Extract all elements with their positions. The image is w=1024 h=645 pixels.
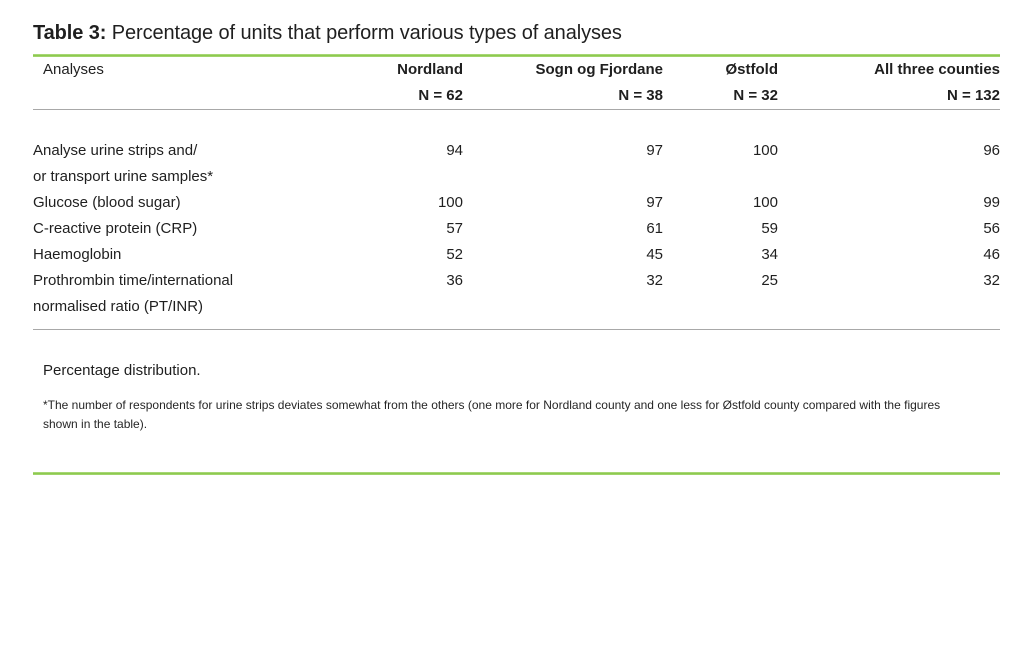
column-header-analyses: Analyses (33, 57, 373, 110)
cell-value: 100 (437, 194, 463, 211)
column-label: Nordland (397, 61, 463, 78)
cell-value: 25 (761, 272, 778, 289)
row-label: Haemoglobin (33, 246, 122, 263)
table-caption-text: Percentage of units that perform various… (111, 22, 622, 44)
cell-value: 100 (752, 194, 778, 211)
table-row-pt-inr: Prothrombin time/international normalise… (33, 268, 1000, 330)
cell-value: 100 (752, 142, 778, 159)
row-label: C-reactive protein (CRP) (33, 220, 198, 237)
cell-value: 97 (646, 194, 663, 211)
top-green-rule (33, 54, 1000, 57)
table-row-urine-strips: Analyse urine strips and/ or transport u… (33, 110, 1000, 191)
table-row-crp: C-reactive protein (CRP) 57 61 59 56 (33, 216, 1000, 242)
column-n: N = 32 (733, 87, 778, 104)
row-label: Prothrombin time/international normalise… (33, 272, 234, 315)
row-label: Glucose (blood sugar) (33, 194, 181, 211)
row-label: Analyse urine strips and/ or transport u… (33, 142, 214, 185)
table-note: Percentage distribution. (43, 362, 201, 379)
column-n: N = 62 (418, 87, 463, 104)
cell-value: 61 (646, 220, 663, 237)
cell-value: 32 (646, 272, 663, 289)
table-caption: Table 3: Percentage of units that perfor… (33, 21, 1000, 45)
cell-value: 96 (983, 142, 1000, 159)
cell-value: 45 (646, 246, 663, 263)
column-n: N = 132 (947, 87, 1000, 104)
cell-value: 34 (761, 246, 778, 263)
cell-value: 94 (446, 142, 463, 159)
table-row-glucose: Glucose (blood sugar) 100 97 100 99 (33, 190, 1000, 216)
cell-value: 52 (446, 246, 463, 263)
bottom-green-rule (33, 472, 1000, 475)
column-header-ostfold: Østfold N = 32 (663, 57, 778, 110)
header-row: Analyses Nordland N = 62 Sogn og Fjordan… (33, 57, 1000, 110)
column-n: N = 38 (618, 87, 663, 104)
table-body: Analyse urine strips and/ or transport u… (33, 110, 1000, 330)
cell-value: 59 (761, 220, 778, 237)
column-header-nordland: Nordland N = 62 (373, 57, 463, 110)
column-label: Sogn og Fjordane (535, 61, 664, 78)
table-caption-number: Table 3: (33, 22, 107, 44)
table-footnote: *The number of respondents for urine str… (43, 398, 941, 431)
cell-value: 99 (983, 194, 1000, 211)
table-header: Analyses Nordland N = 62 Sogn og Fjordan… (33, 57, 1000, 110)
cell-value: 97 (646, 142, 663, 159)
document-page: Table 3: Percentage of units that perfor… (0, 21, 1000, 475)
column-header-all-three-counties: All three counties N = 132 (778, 57, 1000, 110)
analyses-table: Analyses Nordland N = 62 Sogn og Fjordan… (33, 57, 1000, 330)
column-header-sogn-og-fjordane: Sogn og Fjordane N = 38 (463, 57, 663, 110)
column-label: All three counties (874, 61, 1000, 78)
cell-value: 32 (983, 272, 1000, 289)
cell-value: 36 (446, 272, 463, 289)
cell-value: 46 (983, 246, 1000, 263)
column-label: Østfold (725, 61, 779, 78)
cell-value: 56 (983, 220, 1000, 237)
cell-value: 57 (446, 220, 463, 237)
table-row-haemoglobin: Haemoglobin 52 45 34 46 (33, 242, 1000, 268)
